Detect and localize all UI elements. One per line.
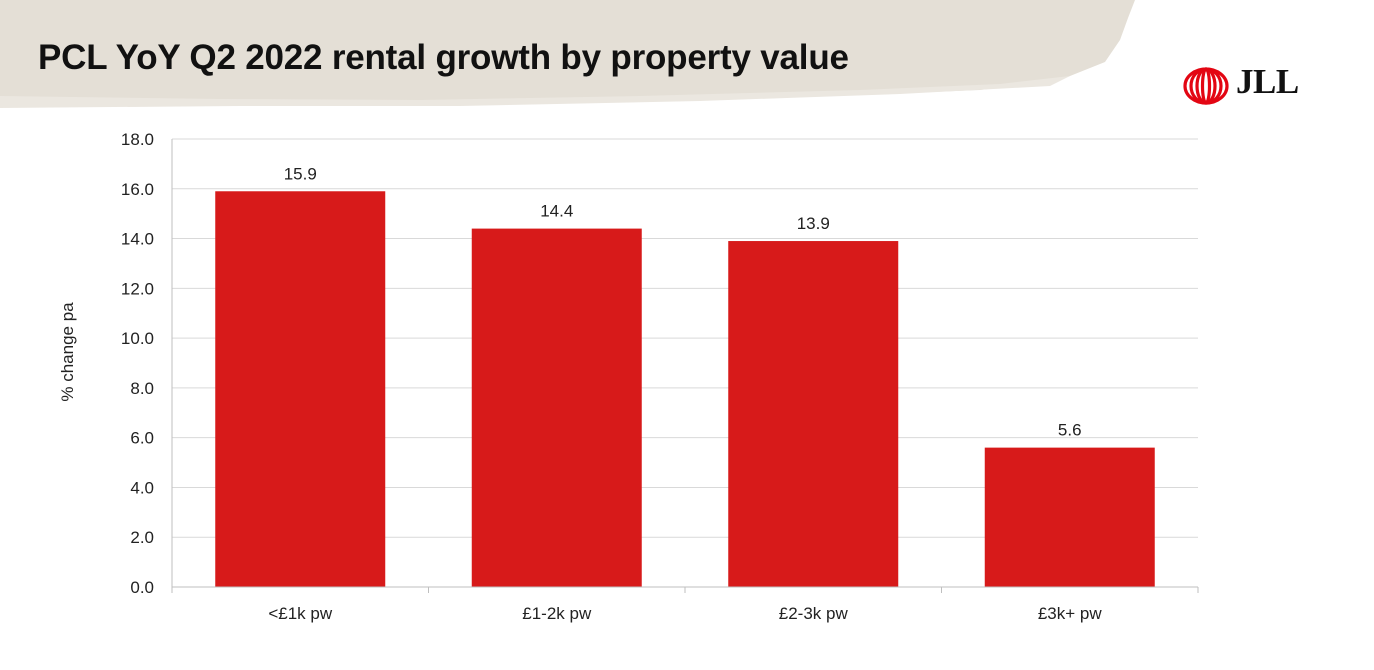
y-tick-label: 16.0 bbox=[121, 180, 154, 199]
y-tick-label: 0.0 bbox=[130, 578, 154, 597]
bar[interactable] bbox=[728, 241, 899, 588]
x-tick-label: £3k+ pw bbox=[1038, 604, 1103, 623]
data-label: 5.6 bbox=[1058, 421, 1082, 440]
bar[interactable] bbox=[215, 191, 386, 587]
y-tick-label: 18.0 bbox=[121, 130, 154, 149]
bar[interactable] bbox=[471, 228, 642, 587]
bars bbox=[215, 191, 1155, 588]
data-label: 14.4 bbox=[540, 202, 573, 221]
data-labels: 15.9 14.4 13.9 5.6 bbox=[284, 164, 1082, 439]
data-label: 15.9 bbox=[284, 164, 317, 183]
jll-logo-icon[interactable] bbox=[1180, 66, 1320, 110]
page-title: PCL YoY Q2 2022 rental growth by propert… bbox=[38, 38, 849, 77]
bar[interactable] bbox=[984, 447, 1155, 587]
x-tick-label: <£1k pw bbox=[268, 604, 333, 623]
y-axis-title: % change pa bbox=[58, 302, 77, 402]
x-axis bbox=[171, 139, 1199, 593]
y-tick-label: 4.0 bbox=[130, 478, 154, 497]
x-tick-label: £2-3k pw bbox=[779, 604, 849, 623]
y-tick-label: 2.0 bbox=[130, 528, 154, 547]
y-tick-label: 8.0 bbox=[130, 379, 154, 398]
y-tick-label: 14.0 bbox=[121, 230, 154, 249]
y-tick-label: 12.0 bbox=[121, 279, 154, 298]
x-tick-label: £1-2k pw bbox=[522, 604, 592, 623]
y-tick-label: 6.0 bbox=[130, 429, 154, 448]
x-axis-tick-labels: <£1k pw £1-2k pw £2-3k pw £3k+ pw bbox=[268, 604, 1102, 623]
logo-wordmark: JLL bbox=[1236, 62, 1299, 101]
y-tick-label: 10.0 bbox=[121, 329, 154, 348]
y-axis-tick-labels: 0.0 2.0 4.0 6.0 8.0 10.0 12.0 14.0 16.0 18.0 bbox=[121, 130, 154, 597]
title-banner bbox=[0, 0, 1135, 108]
data-label: 13.9 bbox=[797, 214, 830, 233]
